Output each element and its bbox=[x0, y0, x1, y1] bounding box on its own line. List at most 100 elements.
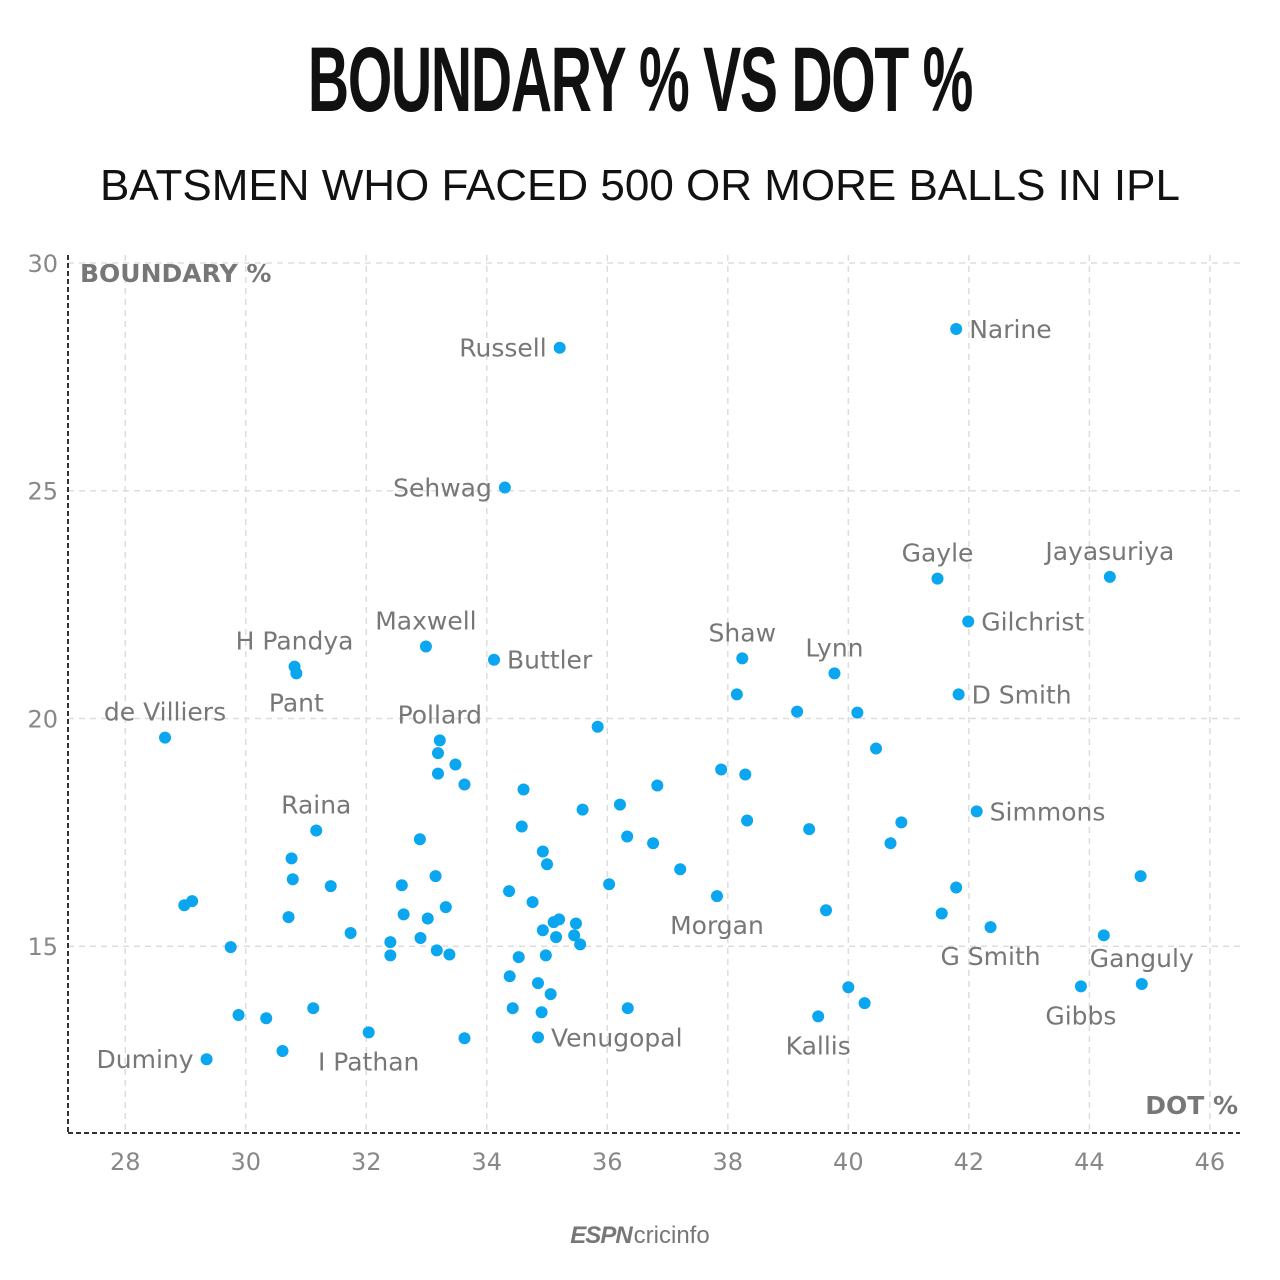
data-point bbox=[282, 911, 295, 924]
point-labels: Russell Narine Sehwag Gayle Jayasuriya Gilchr… bbox=[97, 315, 1194, 1076]
data-point bbox=[1135, 978, 1148, 991]
point-label: Pant bbox=[269, 688, 324, 717]
point-label: Raina bbox=[281, 791, 351, 820]
data-point bbox=[739, 768, 752, 781]
data-point bbox=[458, 1032, 471, 1045]
data-point bbox=[286, 873, 299, 886]
data-point bbox=[574, 938, 587, 951]
point-label: Russell bbox=[459, 334, 546, 363]
data-point bbox=[431, 747, 444, 760]
data-points bbox=[159, 323, 1148, 1066]
data-point bbox=[285, 852, 298, 865]
data-point bbox=[984, 921, 997, 934]
data-point bbox=[952, 688, 965, 701]
data-point bbox=[362, 1026, 375, 1039]
y-tick-label: 20 bbox=[27, 705, 58, 733]
data-point bbox=[449, 758, 462, 771]
y-tick-label: 15 bbox=[27, 933, 58, 961]
y-tick-label: 30 bbox=[27, 250, 58, 278]
data-point bbox=[931, 572, 944, 585]
data-point bbox=[603, 878, 616, 891]
data-point bbox=[186, 895, 199, 908]
chart-title: BOUNDARY % VS DOT % bbox=[307, 29, 973, 131]
point-label: Sehwag bbox=[393, 474, 492, 503]
point-label: Simmons bbox=[990, 797, 1106, 826]
data-point bbox=[884, 837, 897, 850]
x-tick-label: 38 bbox=[713, 1148, 744, 1176]
data-point bbox=[576, 803, 589, 816]
data-point bbox=[842, 981, 855, 994]
data-point bbox=[488, 653, 501, 666]
data-point bbox=[307, 1002, 320, 1015]
data-point bbox=[344, 927, 357, 940]
point-label: Buttler bbox=[507, 646, 593, 675]
data-point bbox=[812, 1010, 825, 1023]
data-point bbox=[1097, 929, 1110, 942]
data-point bbox=[458, 778, 471, 791]
data-point bbox=[260, 1012, 273, 1025]
point-label: I Pathan bbox=[318, 1047, 419, 1076]
data-point bbox=[621, 1002, 634, 1015]
data-point bbox=[503, 970, 516, 983]
data-point bbox=[715, 763, 728, 776]
data-point bbox=[224, 941, 237, 954]
data-point bbox=[433, 734, 446, 747]
data-point bbox=[1103, 570, 1116, 583]
data-point bbox=[970, 805, 983, 818]
data-point bbox=[503, 885, 516, 898]
data-point bbox=[569, 917, 582, 930]
data-point bbox=[870, 742, 883, 755]
data-point bbox=[547, 916, 560, 929]
point-label: Gayle bbox=[902, 539, 974, 568]
data-point bbox=[517, 783, 530, 796]
espncricinfo-logo: ESPNcricinfo bbox=[0, 1222, 1280, 1250]
data-point bbox=[820, 904, 833, 917]
data-point bbox=[395, 879, 408, 892]
data-point bbox=[413, 833, 426, 846]
data-point bbox=[591, 720, 604, 733]
point-label: Maxwell bbox=[375, 607, 476, 636]
point-label: Shaw bbox=[709, 618, 776, 647]
x-tick-label: 40 bbox=[833, 1148, 864, 1176]
logo-text: cricinfo bbox=[633, 1222, 710, 1249]
data-point bbox=[515, 820, 528, 833]
data-point bbox=[1134, 870, 1147, 883]
data-point bbox=[536, 845, 549, 858]
point-label: D Smith bbox=[972, 680, 1072, 709]
point-label: Ganguly bbox=[1090, 944, 1194, 973]
data-point bbox=[535, 1006, 548, 1019]
point-label: Duminy bbox=[97, 1045, 194, 1074]
point-label: Narine bbox=[969, 315, 1051, 344]
data-point bbox=[430, 944, 443, 957]
data-point bbox=[803, 823, 816, 836]
data-point bbox=[962, 615, 975, 628]
data-point bbox=[741, 814, 754, 827]
data-point bbox=[550, 931, 563, 944]
data-point bbox=[290, 667, 303, 680]
data-point bbox=[276, 1045, 289, 1058]
data-point bbox=[532, 977, 545, 990]
data-point bbox=[512, 951, 525, 964]
data-point bbox=[159, 731, 172, 744]
data-point bbox=[384, 936, 397, 949]
data-point bbox=[613, 798, 626, 811]
data-point bbox=[421, 912, 434, 925]
x-axis-label: DOT % bbox=[1145, 1091, 1238, 1120]
data-point bbox=[791, 705, 804, 718]
data-point bbox=[828, 667, 841, 680]
data-point bbox=[536, 924, 549, 937]
data-point bbox=[431, 767, 444, 780]
data-point bbox=[200, 1053, 213, 1066]
y-tick-label: 25 bbox=[27, 478, 58, 506]
logo-brand: ESPN bbox=[570, 1222, 632, 1249]
data-point bbox=[532, 1031, 545, 1044]
data-point bbox=[526, 896, 539, 909]
data-point bbox=[419, 640, 432, 653]
data-point bbox=[443, 948, 456, 961]
point-label: Lynn bbox=[805, 633, 863, 662]
x-tick-label: 42 bbox=[954, 1148, 985, 1176]
data-point bbox=[736, 652, 749, 665]
data-point bbox=[895, 816, 908, 829]
point-label: Kallis bbox=[786, 1031, 851, 1060]
